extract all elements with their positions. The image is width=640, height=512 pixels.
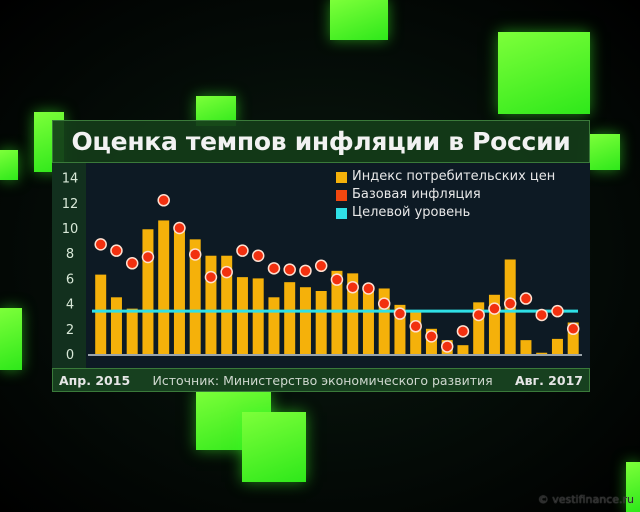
- cpi-bar: [252, 278, 264, 354]
- legend-label: Индекс потребительских цен: [352, 169, 556, 184]
- core-inflation-dot: [377, 297, 391, 310]
- cpi-bar: [362, 288, 374, 354]
- decor-cube: [590, 134, 620, 170]
- cpi-bar: [189, 239, 201, 354]
- cpi-bar: [284, 282, 296, 354]
- title-bar: Оценка темпов инфляции в России: [52, 120, 590, 163]
- y-axis-band: [52, 163, 86, 368]
- core-inflation-dot: [456, 325, 470, 338]
- cpi-bar: [536, 352, 548, 354]
- cpi-bar: [315, 291, 327, 354]
- y-tick-label: 0: [66, 348, 74, 363]
- source-text: Источник: Министерство экономического ра…: [152, 372, 493, 388]
- cpi-bar: [173, 228, 185, 354]
- chart-title: Оценка темпов инфляции в России: [71, 127, 571, 156]
- core-inflation-dot: [94, 238, 107, 251]
- core-inflation-dot: [267, 262, 281, 275]
- core-inflation-dot: [314, 259, 328, 273]
- core-inflation-dot: [346, 280, 359, 294]
- watermark: © vestifinance.ru: [537, 493, 634, 506]
- y-tick-label: 12: [62, 197, 79, 212]
- core-inflation-dot: [393, 307, 407, 320]
- y-tick-label: 4: [66, 298, 74, 313]
- core-inflation-dot: [503, 297, 517, 310]
- legend-item-core: Базовая инфляция: [336, 186, 555, 204]
- core-inflation-dot: [551, 304, 564, 318]
- core-inflation-dot: [566, 322, 580, 336]
- y-tick-label: 14: [62, 172, 79, 187]
- core-inflation-dot: [251, 249, 265, 262]
- core-inflation-dot: [409, 320, 422, 333]
- y-tick-label: 10: [62, 222, 79, 237]
- core-inflation-dot: [283, 263, 296, 276]
- cpi-bar: [473, 302, 485, 354]
- legend-label: Целевой уровень: [352, 205, 471, 220]
- decor-cube: [242, 412, 306, 482]
- core-inflation-dot: [157, 194, 170, 207]
- core-inflation-dot: [330, 273, 344, 286]
- core-inflation-dot: [141, 250, 155, 264]
- core-inflation-dot: [173, 221, 186, 235]
- core-inflation-dot: [236, 244, 249, 257]
- cpi-bar: [551, 338, 563, 354]
- cpi-bar: [378, 288, 390, 354]
- cpi-bar: [347, 273, 359, 354]
- core-inflation-dot: [188, 248, 202, 261]
- cpi-bar: [268, 297, 280, 354]
- cpi-bar: [394, 304, 406, 354]
- decor-cube: [330, 0, 388, 40]
- legend-label: Базовая инфляция: [352, 187, 481, 202]
- legend-item-cpi: Индекс потребительских цен: [336, 168, 555, 186]
- legend-item-target: Целевой уровень: [336, 204, 555, 222]
- core-inflation-dot: [425, 330, 438, 343]
- core-inflation-dot: [472, 308, 485, 322]
- cpi-bar: [205, 255, 217, 354]
- chart-svg: 0 2 4 6 8 10 12 14: [52, 163, 582, 368]
- decor-cube: [498, 32, 590, 114]
- cpi-bar: [567, 322, 579, 354]
- legend-swatch-cpi: [336, 171, 347, 183]
- decor-cube: [0, 308, 22, 370]
- core-inflation-dot: [125, 257, 139, 270]
- cpi-bar: [110, 297, 122, 354]
- cpi-bar: [95, 274, 107, 354]
- legend-swatch-core: [336, 189, 347, 201]
- core-inflation-dot: [519, 292, 533, 305]
- footer-bar: Апр. 2015 Источник: Министерство экономи…: [52, 368, 590, 392]
- cpi-bar: [221, 255, 233, 354]
- cpi-bar: [299, 287, 311, 354]
- core-inflation-dot: [204, 270, 218, 284]
- period-end: Авг. 2017: [514, 372, 583, 388]
- decor-cube: [626, 462, 640, 512]
- cpi-bar: [126, 308, 138, 354]
- cpi-bar: [488, 294, 500, 354]
- y-tick-label: 2: [66, 323, 74, 338]
- core-inflation-dot: [220, 265, 233, 279]
- cpi-bar: [410, 312, 422, 354]
- cpi-bar: [520, 340, 532, 354]
- legend-swatch-target: [336, 207, 347, 219]
- cpi-bar: [142, 229, 154, 354]
- y-tick-label: 6: [66, 272, 74, 287]
- cpi-bar: [236, 277, 248, 354]
- core-inflation-dot: [299, 264, 312, 278]
- decor-cube: [0, 150, 18, 180]
- chart-panel: Оценка темпов инфляции в России 0 2 4 6 8 10 1…: [52, 120, 590, 392]
- core-inflation-dot: [440, 340, 454, 353]
- core-inflation-dot: [488, 302, 501, 315]
- legend: Индекс потребительских цен Базовая инфля…: [336, 168, 555, 222]
- core-inflation-dot: [535, 308, 548, 322]
- core-inflation-dot: [110, 244, 123, 257]
- period-start: Апр. 2015: [59, 372, 131, 388]
- y-tick-label: 8: [66, 247, 74, 262]
- cpi-bar: [457, 345, 469, 354]
- cpi-bar: [158, 220, 170, 354]
- plot-area: 0 2 4 6 8 10 12 14: [52, 163, 590, 368]
- core-inflation-dot: [362, 282, 375, 295]
